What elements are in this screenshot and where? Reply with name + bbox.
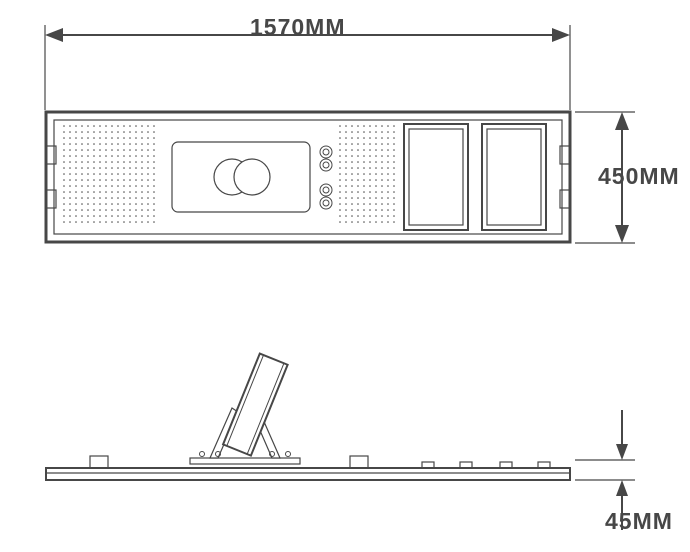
thickness-dimension-label: 45MM <box>605 508 673 535</box>
width-dimension-label: 1570MM <box>250 14 345 41</box>
height-dimension-label: 450MM <box>598 163 680 190</box>
